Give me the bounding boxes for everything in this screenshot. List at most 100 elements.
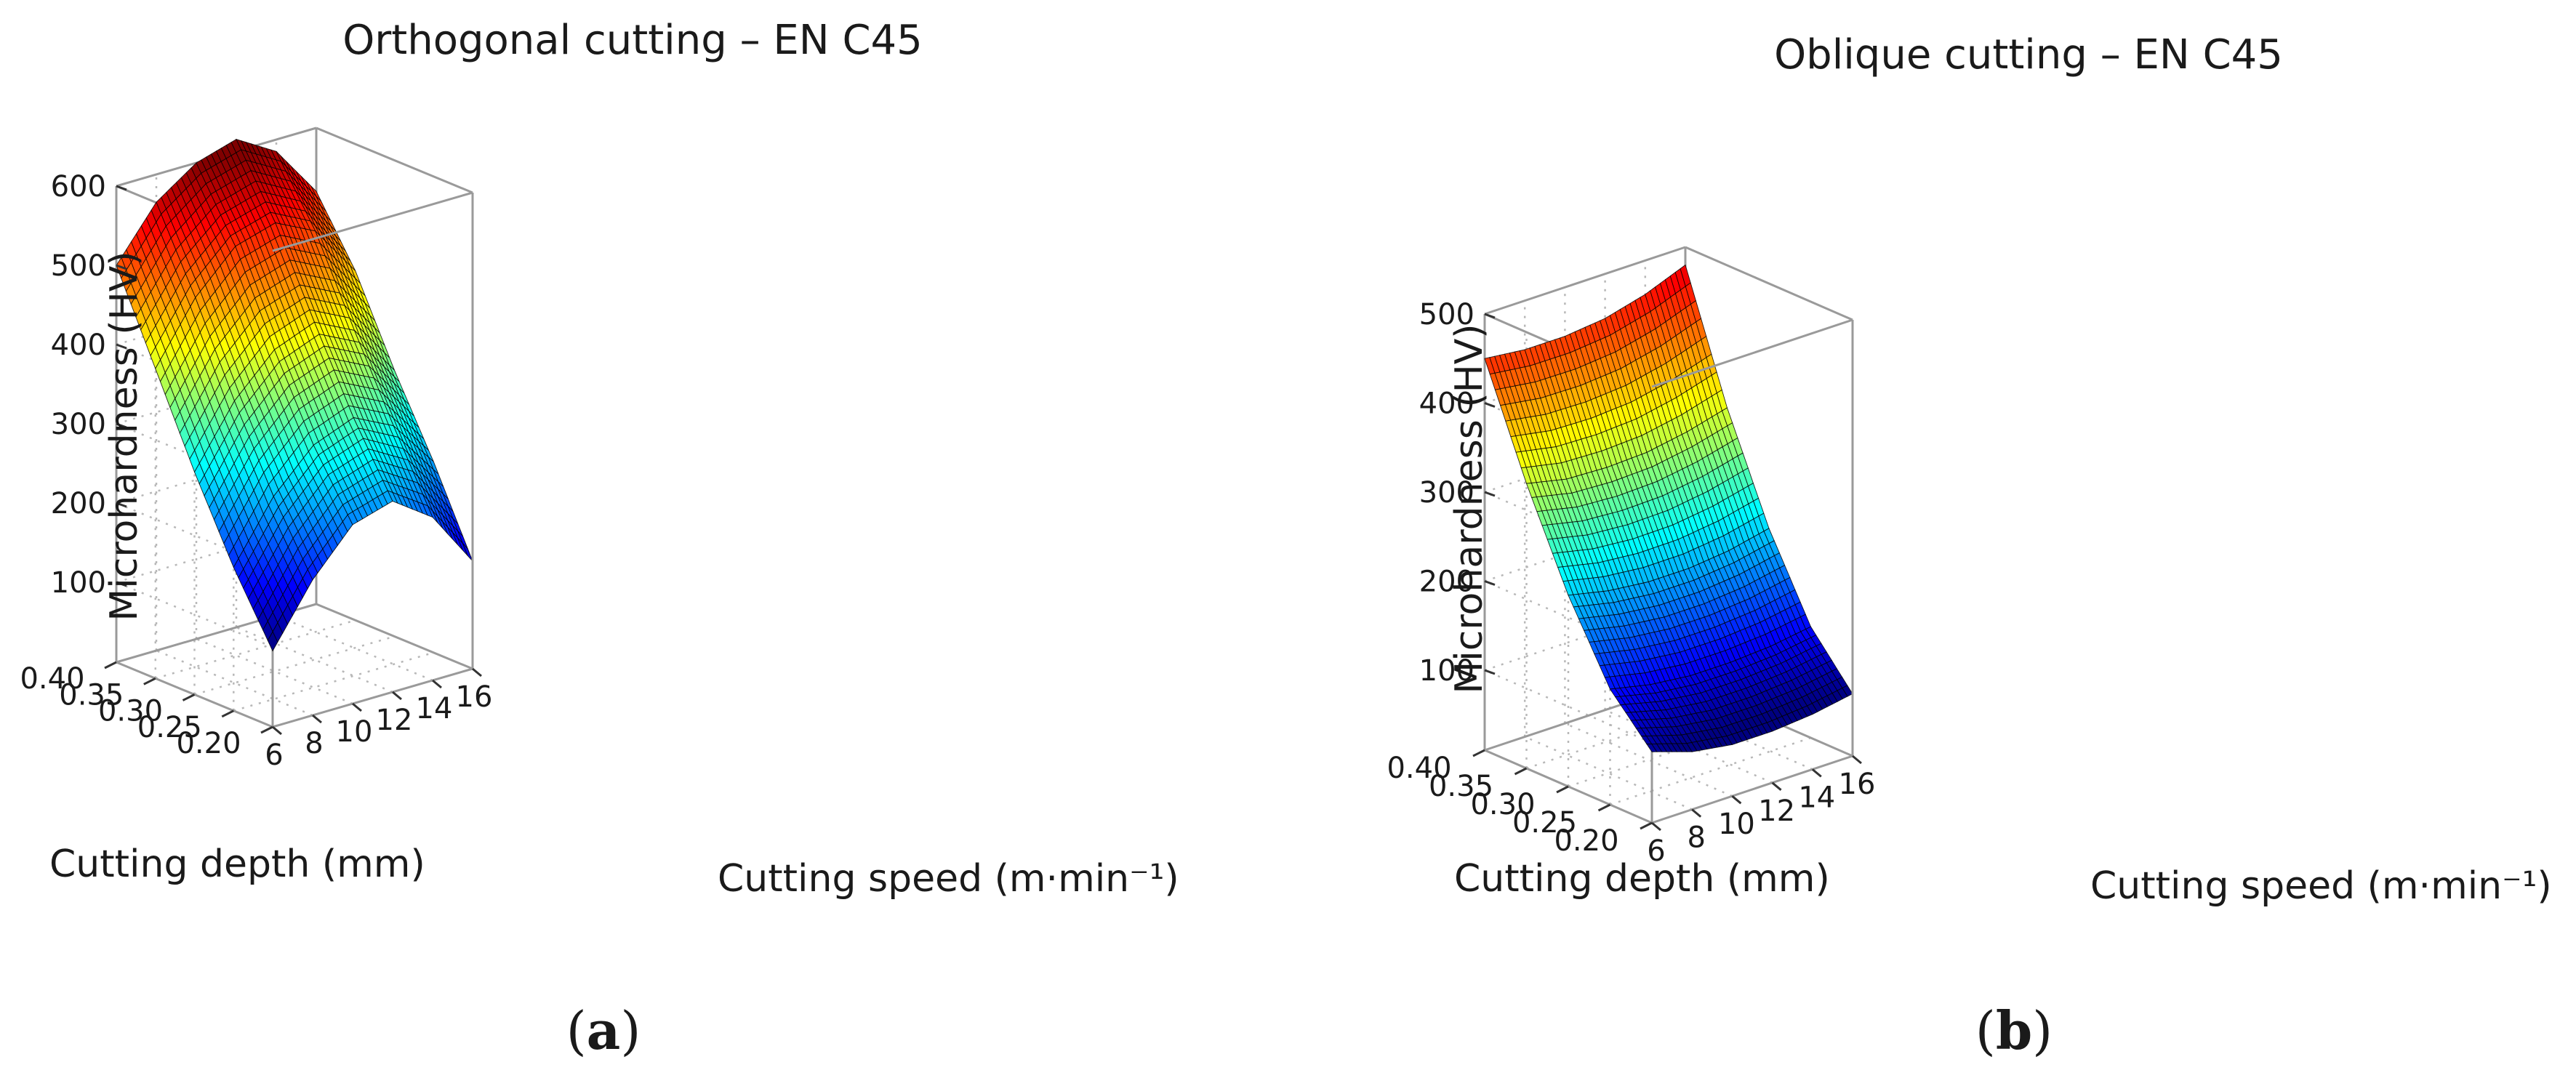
b-zaxis-tickmark — [1484, 580, 1496, 586]
b-xaxis-tickmark — [1811, 768, 1822, 778]
a-xaxis-tick: 16 — [456, 680, 493, 714]
a-xaxis-tick: 14 — [416, 692, 453, 725]
a-xaxis-tickmark — [432, 679, 442, 689]
a-zaxis-tick: 300 — [51, 408, 106, 441]
b-grid-floor-y — [1610, 736, 1811, 806]
a-zaxis-tickmark — [116, 343, 127, 350]
a-grid-floor-x — [276, 614, 433, 682]
b-zaxis-tickmark — [1484, 491, 1496, 497]
a-zaxis-tickmark — [116, 581, 127, 587]
panel-a-zlabel: Microhardness (HV) — [103, 251, 146, 621]
a-xaxis-tick: 6 — [265, 739, 283, 772]
a-zaxis-tick: 500 — [51, 249, 106, 283]
a-yaxis-tickmark — [221, 709, 234, 718]
a-xaxis-tickmark — [352, 702, 362, 712]
b-yaxis-tickmark — [1597, 803, 1611, 812]
b-xaxis-tick: 8 — [1687, 821, 1705, 855]
a-yaxis-tick: 0.35 — [59, 678, 124, 712]
a-yaxis-tickmark — [260, 725, 273, 734]
a-yaxis-tick: 0.30 — [98, 695, 163, 728]
panel-a-ticks: 100 200 300 400 500 600 0.200.250.300.350.40 6 8… — [20, 170, 492, 772]
b-surface-patch — [1842, 685, 1853, 697]
panel-a-title: Orthogonal cutting – EN C45 — [342, 17, 923, 64]
b-xaxis-tick: 14 — [1798, 781, 1835, 814]
b-yaxis-tick: 0.30 — [1470, 788, 1535, 821]
b-yaxis-tickmark — [1640, 821, 1653, 830]
a-grid-floor-y — [233, 651, 434, 712]
a-zaxis-tickmark — [116, 264, 127, 270]
a-grid-floor-x — [196, 637, 353, 705]
a-zaxis-tickmark — [116, 422, 127, 429]
a-yaxis-tickmark — [182, 693, 196, 701]
a-box-edge — [272, 667, 473, 728]
b-box-front-edge — [1651, 318, 1853, 388]
a-yaxis-tickmark — [104, 661, 117, 669]
a-grid-floor-y — [194, 635, 395, 696]
a-grid-sidewall-h — [116, 581, 273, 648]
a-xaxis-tickmark — [272, 725, 282, 736]
b-yaxis-tick: 0.35 — [1429, 770, 1493, 803]
b-yaxis-tickmark — [1514, 767, 1528, 776]
b-xaxis-tickmark — [1691, 808, 1702, 818]
a-zaxis-tick: 200 — [51, 487, 106, 520]
panel-a-ylabel: Cutting depth (mm) — [49, 842, 425, 886]
b-zaxis-tickmark — [1484, 669, 1496, 675]
b-xaxis-tick: 16 — [1839, 768, 1876, 801]
b-box-edge — [1484, 246, 1686, 315]
a-yaxis-tick: 0.40 — [20, 662, 84, 696]
b-xaxis-tick: 6 — [1647, 834, 1665, 868]
b-xaxis-tickmark — [1771, 781, 1782, 791]
a-yaxis-tickmark — [143, 677, 156, 685]
a-box-front-edge — [272, 191, 473, 252]
a-zaxis-tick: 400 — [51, 329, 106, 362]
b-box-front-edge — [1685, 246, 1853, 321]
b-yaxis-tick: 0.20 — [1554, 824, 1618, 858]
b-zaxis-tick: 400 — [1419, 387, 1474, 421]
a-zaxis-tick: 600 — [51, 170, 106, 204]
a-xaxis-tick: 12 — [376, 704, 413, 737]
a-xaxis-tickmark — [472, 667, 482, 677]
panel-a-surface — [116, 138, 473, 652]
a-zaxis-tickmark — [116, 502, 127, 508]
a-xaxis-tickmark — [312, 714, 322, 724]
a-zaxis-tick: 100 — [51, 566, 106, 600]
b-xaxis-tick: 10 — [1718, 808, 1755, 841]
b-zaxis-tickmark — [1484, 313, 1496, 319]
b-xaxis-tick: 12 — [1758, 795, 1795, 828]
panel-a-label-letter: a — [587, 999, 621, 1061]
a-zaxis-tickmark — [116, 185, 127, 191]
a-box-front-edge — [316, 126, 473, 194]
panel-a: 100 200 300 400 500 600 0.200.250.300.350.40 6 8… — [20, 17, 1179, 1061]
b-zaxis-tick: 500 — [1419, 298, 1474, 331]
panel-b-zlabel: Microhardness (HV) — [1448, 323, 1491, 693]
panel-b-front-edges — [1651, 246, 1854, 756]
a-xaxis-tick: 10 — [336, 715, 373, 749]
a-yaxis-tick: 0.25 — [137, 711, 202, 744]
b-zaxis-tickmark — [1484, 402, 1496, 408]
panel-b-label: (b) — [1975, 999, 2053, 1061]
panel-b-label-letter: b — [1996, 999, 2032, 1061]
panel-b-ylabel: Cutting depth (mm) — [1454, 857, 1830, 901]
panel-a-xlabel: Cutting speed (m·min⁻¹) — [718, 857, 1179, 901]
b-yaxis-tick: 0.40 — [1387, 752, 1451, 785]
panel-a-label: (a) — [566, 999, 641, 1061]
b-xaxis-tickmark — [1731, 795, 1742, 805]
b-xaxis-tickmark — [1651, 821, 1661, 832]
b-yaxis-tick: 0.25 — [1512, 806, 1577, 840]
a-xaxis-tick: 8 — [305, 727, 323, 760]
panel-b-title: Oblique cutting – EN C45 — [1774, 31, 2283, 79]
b-zaxis-tick: 200 — [1419, 566, 1474, 599]
b-xaxis-tickmark — [1852, 755, 1862, 765]
a-yaxis-tick: 0.20 — [176, 727, 241, 760]
b-yaxis-tickmark — [1556, 785, 1569, 794]
a-grid-floor-x — [156, 649, 313, 717]
a-surface-patch — [462, 543, 473, 562]
panel-a-front-edges — [272, 126, 474, 669]
a-xaxis-tickmark — [392, 691, 402, 701]
b-zaxis-tick: 100 — [1419, 654, 1474, 688]
a-box-edge — [316, 603, 473, 670]
panel-b-surface — [1484, 264, 1853, 752]
